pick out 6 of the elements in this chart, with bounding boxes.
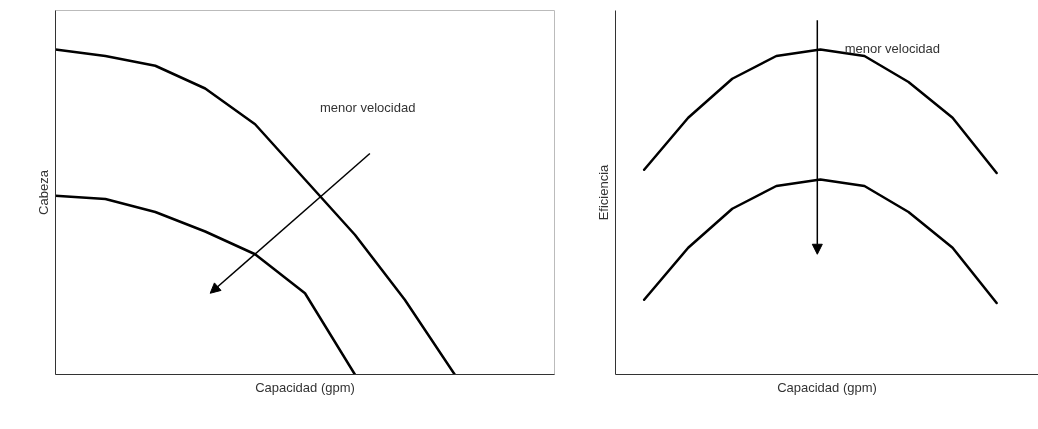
annotation: menor velocidad — [319, 99, 416, 115]
x-axis-title: Capacidad (gpm) — [255, 379, 355, 395]
y-axis-title: Eficiencia — [595, 163, 611, 221]
annotation: menor velocidad — [844, 41, 941, 56]
y-axis-title: Cabeza — [35, 169, 51, 215]
x-axis-title: Capacidad (gpm) — [777, 379, 877, 395]
